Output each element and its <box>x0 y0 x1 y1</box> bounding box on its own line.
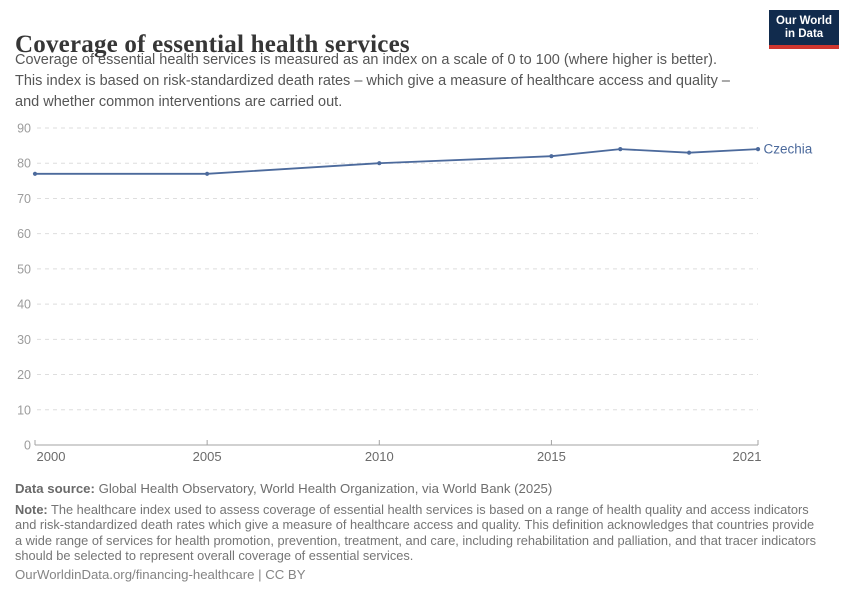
chart-subtitle: Coverage of essential health services is… <box>15 52 730 110</box>
y-axis-tick-label: 0 <box>24 439 31 453</box>
data-source-label: Data source: <box>15 481 95 496</box>
note-line: Note: The healthcare index used to asses… <box>15 502 839 564</box>
y-axis-tick-label: 30 <box>17 333 31 347</box>
y-axis-tick-label: 50 <box>17 262 31 276</box>
y-axis-tick-label: 90 <box>17 122 31 136</box>
y-axis-tick-label: 10 <box>17 403 31 417</box>
data-source-line: Data source: Global Health Observatory, … <box>15 481 835 496</box>
y-axis-tick-label: 40 <box>17 298 31 312</box>
x-axis-tick-label: 2015 <box>537 449 566 464</box>
data-source-text[interactable]: Global Health Observatory, World Health … <box>98 481 553 496</box>
y-axis-tick-label: 80 <box>17 157 31 171</box>
line-chart: 0 10 20 30 40 50 60 70 80 90 2000 2005 2010 2015 2021 C… <box>17 122 813 465</box>
data-point-marker[interactable] <box>32 171 38 176</box>
x-axis-tick-label: 2021 <box>733 449 762 464</box>
data-point-marker[interactable] <box>687 150 692 155</box>
data-point-marker[interactable] <box>377 161 382 166</box>
czechia-line[interactable] <box>34 148 759 175</box>
data-point-marker[interactable] <box>205 171 210 176</box>
data-point-marker[interactable] <box>755 147 761 152</box>
owid-logo-line1: Our World <box>775 14 832 27</box>
series-label-czechia[interactable]: Czechia <box>764 142 813 157</box>
owid-logo[interactable]: Our World in Data <box>769 10 839 49</box>
y-axis-tick-label: 20 <box>17 368 31 382</box>
x-axis-tick-label: 2010 <box>365 449 394 464</box>
y-axis-tick-label: 60 <box>17 227 31 241</box>
note-label: Note: <box>15 502 48 517</box>
y-axis-tick-label: 70 <box>17 192 31 206</box>
x-axis-tick-label: 2000 <box>37 449 66 464</box>
attribution-line[interactable]: OurWorldinData.org/financing-healthcare … <box>15 567 306 582</box>
data-point-marker[interactable] <box>618 147 623 152</box>
page-title: Coverage of essential health services <box>15 30 410 58</box>
note-text: The healthcare index used to assess cove… <box>15 502 816 564</box>
x-axis-tick-label: 2005 <box>193 449 222 464</box>
owid-logo-line2: in Data <box>784 27 824 40</box>
data-point-marker[interactable] <box>549 154 554 159</box>
